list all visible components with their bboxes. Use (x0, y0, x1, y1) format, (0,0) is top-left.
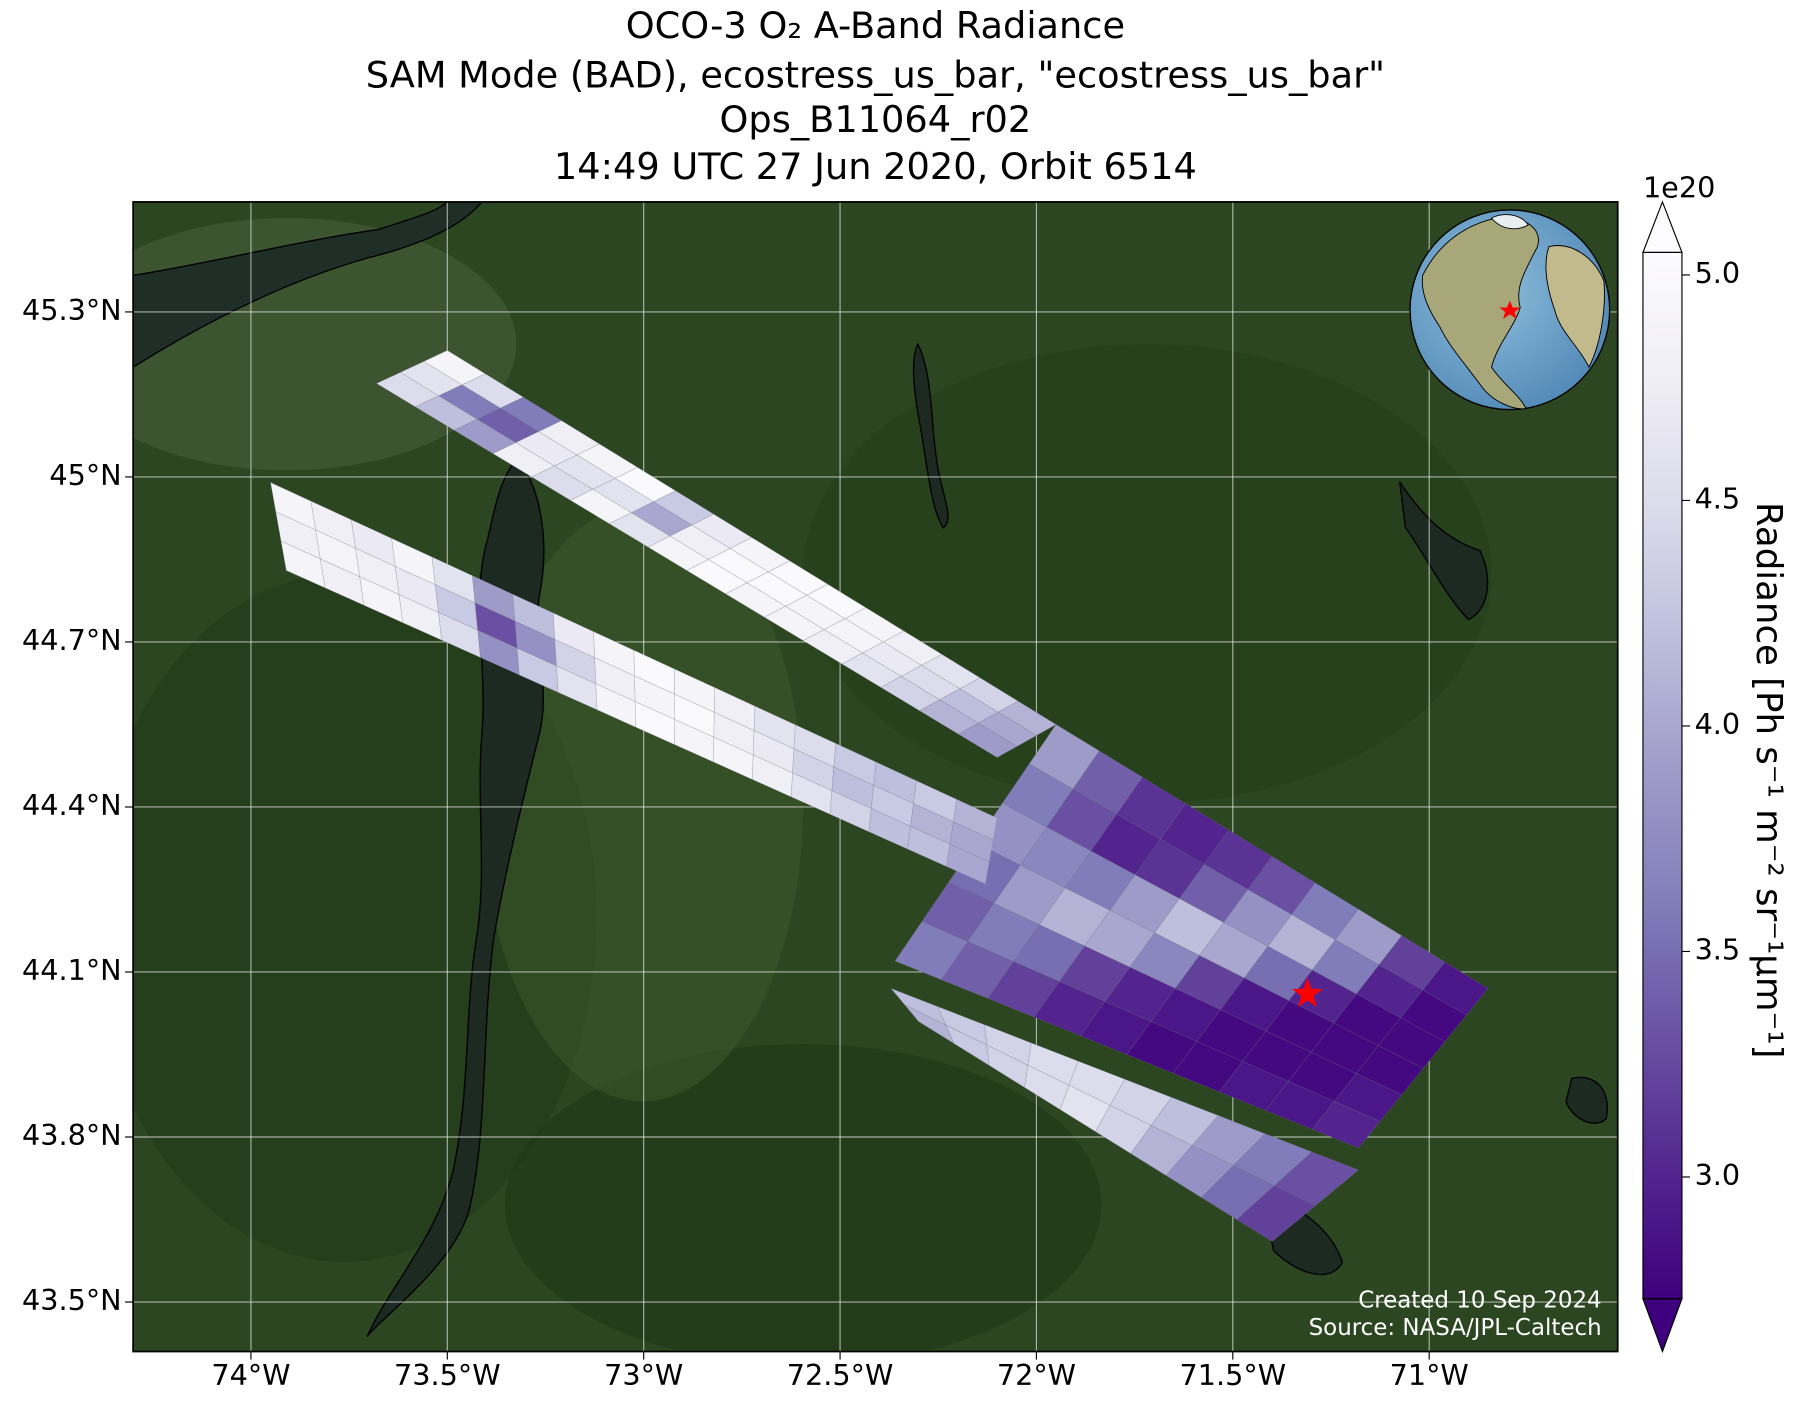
credit: Source: NASA/JPL-Caltech (1309, 1315, 1602, 1341)
x-tick-label: 71.5°W (1180, 1358, 1287, 1392)
colorbar-offset: 1e20 (1643, 170, 1715, 204)
lake (912, 342, 949, 529)
x-tick-label: 73°W (604, 1358, 683, 1392)
footprint (957, 722, 1018, 758)
x-tick-label: 72.5°W (787, 1358, 894, 1392)
x-tick-label: 73.5°W (394, 1358, 501, 1392)
x-tick-label: 74°W (211, 1358, 290, 1392)
map-frame (132, 201, 1619, 1353)
lake (366, 457, 545, 1337)
river (133, 201, 483, 368)
y-tick-label: 43.8°N (22, 1118, 122, 1152)
target-marker (1292, 977, 1323, 1007)
y-tick-label: 45.3°N (22, 293, 122, 327)
title-line: OCO-3 O₂ A-Band Radiance (626, 4, 1125, 47)
swaths (270, 350, 1489, 1242)
y-tick-label: 44.1°N (22, 953, 122, 987)
colorbar-extend-min (1642, 1298, 1683, 1354)
forest (504, 1044, 1102, 1352)
y-tick-label: 44.7°N (22, 623, 122, 657)
footprint (946, 843, 990, 885)
colorbar-tick-label: 3.0 (1695, 1158, 1741, 1192)
globe-inset (1409, 209, 1611, 411)
x-tick-label: 72°W (997, 1358, 1076, 1392)
globe-ice (1490, 214, 1529, 230)
footprint (1311, 1101, 1381, 1149)
footprint (1236, 1185, 1316, 1242)
forest (803, 344, 1492, 804)
colorbar-tick-label: 4.5 (1695, 481, 1741, 515)
y-tick-label: 43.5°N (22, 1283, 122, 1317)
x-tick-label: 71°W (1390, 1358, 1469, 1392)
colorbar-frame (1642, 251, 1683, 1300)
globe-marker (1499, 300, 1521, 319)
title-line: SAM Mode (BAD), ecostress_us_bar, "ecost… (366, 53, 1385, 96)
y-tick-label: 45°N (49, 458, 121, 492)
colorbar-label: Radiance [Ph s⁻¹ m⁻² sr⁻¹μm⁻¹] (1748, 502, 1789, 1058)
lake (1565, 1076, 1609, 1124)
colorbar-body (1642, 252, 1682, 1299)
colorbar-tick-label: 3.5 (1695, 932, 1741, 966)
colorbar-tick-label: 4.0 (1695, 707, 1741, 741)
overlay: 74°W 73.5°W 73°W 72.5°W 72°W 71.5°W 71°W 43.5°N… (22, 293, 1469, 1392)
colorbar-extend-max (1642, 200, 1683, 253)
title-line: Ops_B11064_r02 (720, 98, 1032, 141)
colorbar-tick-label: 5.0 (1695, 256, 1741, 290)
globe-land (1545, 245, 1605, 369)
colorbar: 1e20 Radiance [Ph s⁻¹ m⁻² sr⁻¹μm⁻¹] 3.0 3… (1642, 170, 1789, 1354)
title-line: 14:49 UTC 27 Jun 2020, Orbit 6514 (554, 145, 1197, 188)
y-tick-label: 44.4°N (22, 788, 122, 822)
credit: Created 10 Sep 2024 (1358, 1288, 1601, 1314)
